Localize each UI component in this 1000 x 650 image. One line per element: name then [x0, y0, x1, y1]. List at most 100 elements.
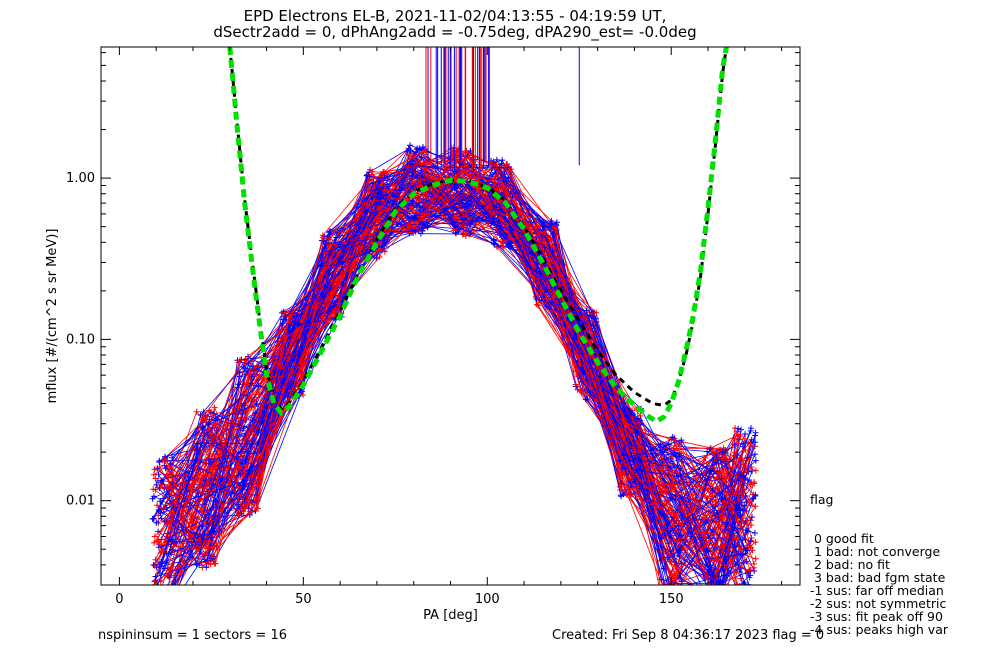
trace-marker — [736, 501, 743, 508]
trace-marker — [150, 471, 157, 478]
trace-marker — [659, 478, 666, 485]
trace-marker — [151, 585, 157, 591]
legend-entry: -1 sus: far off median — [810, 583, 944, 598]
trace-marker — [249, 426, 256, 433]
trace-marker — [414, 146, 421, 153]
trace-marker — [242, 504, 249, 511]
trace-marker — [735, 425, 742, 432]
trace-marker — [419, 216, 426, 223]
trace-marker — [749, 513, 756, 520]
trace-marker — [155, 528, 162, 535]
y-tick-label: 0.01 — [66, 494, 95, 509]
trace-marker — [553, 219, 560, 226]
trace-marker — [173, 582, 175, 585]
trace-marker — [211, 543, 218, 550]
trace-marker — [543, 303, 550, 310]
footer-right: Created: Fri Sep 8 04:36:17 2023 flag = … — [552, 628, 825, 643]
trace-marker — [496, 164, 503, 171]
trace-marker — [319, 232, 326, 239]
trace-marker — [723, 584, 725, 585]
trace-marker — [161, 611, 167, 617]
trace-marker — [716, 521, 723, 528]
trace-marker — [284, 393, 291, 400]
trace-marker — [722, 594, 728, 600]
trace-marker — [738, 426, 745, 433]
trace-marker — [166, 574, 173, 581]
trace-marker — [490, 237, 497, 244]
trace-marker — [151, 562, 158, 569]
trace-marker — [499, 157, 506, 164]
trace-marker — [733, 534, 740, 541]
trace-marker — [448, 195, 455, 202]
trace-marker — [507, 227, 514, 234]
trace-marker — [747, 427, 754, 434]
trace-marker — [364, 226, 371, 233]
trace-marker — [424, 224, 431, 231]
trace-marker — [628, 479, 635, 486]
trace-marker — [667, 464, 674, 471]
trace-marker — [460, 169, 467, 176]
trace-marker — [166, 587, 172, 593]
trace-marker — [199, 564, 206, 571]
trace-marker — [374, 190, 381, 197]
trace-marker — [149, 495, 156, 502]
trace-marker — [737, 433, 744, 440]
trace-marker — [363, 172, 370, 179]
trace-marker — [717, 591, 723, 597]
y-tick-label: 0.10 — [66, 332, 95, 347]
trace-marker — [711, 586, 717, 592]
trace-marker — [159, 478, 166, 485]
trace-marker — [662, 446, 669, 453]
trace-marker — [241, 415, 248, 422]
trace-marker — [330, 228, 337, 235]
trace-marker — [543, 295, 550, 302]
chart-subtitle: dSectr2add = 0, dPhAng2add = -0.75deg, d… — [213, 23, 697, 41]
trace-marker — [208, 485, 215, 492]
trace-marker — [150, 515, 157, 522]
trace-marker — [468, 167, 475, 174]
trace-marker — [406, 151, 413, 158]
trace-marker — [496, 215, 503, 222]
trace-marker — [629, 409, 636, 416]
trace-marker — [279, 320, 286, 327]
trace-marker — [150, 613, 156, 619]
trace-marker — [490, 215, 497, 222]
trace-marker — [703, 548, 710, 555]
trace-marker — [152, 573, 159, 580]
trace-marker — [504, 189, 511, 196]
trace-marker — [741, 502, 748, 509]
trace-marker — [158, 589, 164, 595]
trace-marker — [738, 473, 745, 480]
trace-marker — [150, 592, 156, 598]
trace-marker — [205, 421, 212, 428]
trace-marker — [747, 538, 754, 545]
trace-marker — [625, 473, 632, 480]
x-tick-label: 150 — [659, 592, 684, 607]
trace-marker — [161, 597, 167, 603]
trace-marker — [163, 491, 170, 498]
trace-marker — [151, 533, 158, 540]
trace-marker — [552, 226, 559, 233]
trace-marker — [161, 458, 168, 465]
trace-marker — [590, 313, 597, 320]
x-axis-label: PA [deg] — [423, 608, 478, 623]
trace-marker — [378, 243, 385, 250]
trace-marker — [291, 348, 298, 355]
trace-marker — [709, 448, 716, 455]
trace-marker — [200, 424, 207, 431]
trace-marker — [499, 242, 506, 249]
trace-marker — [405, 215, 412, 222]
legend-entry: -2 sus: not symmetric — [810, 596, 947, 611]
trace-marker — [673, 473, 680, 480]
trace-marker — [164, 564, 171, 571]
trace-marker — [236, 357, 243, 364]
trace-marker — [541, 228, 548, 235]
trace-marker — [632, 472, 639, 479]
x-tick-label: 0 — [115, 592, 123, 607]
trace-marker — [546, 260, 553, 267]
trace-marker — [751, 480, 758, 487]
trace-marker — [281, 359, 288, 366]
trace-marker — [376, 254, 383, 261]
trace-marker — [422, 178, 429, 185]
trace-marker — [741, 486, 748, 493]
